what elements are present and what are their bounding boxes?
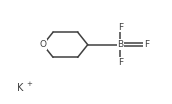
Text: O: O — [40, 40, 46, 49]
Text: +: + — [26, 81, 32, 87]
Text: B: B — [117, 40, 123, 49]
Text: F: F — [144, 40, 149, 49]
Text: F: F — [118, 23, 123, 32]
Text: F: F — [118, 58, 123, 67]
Text: K: K — [17, 83, 24, 93]
